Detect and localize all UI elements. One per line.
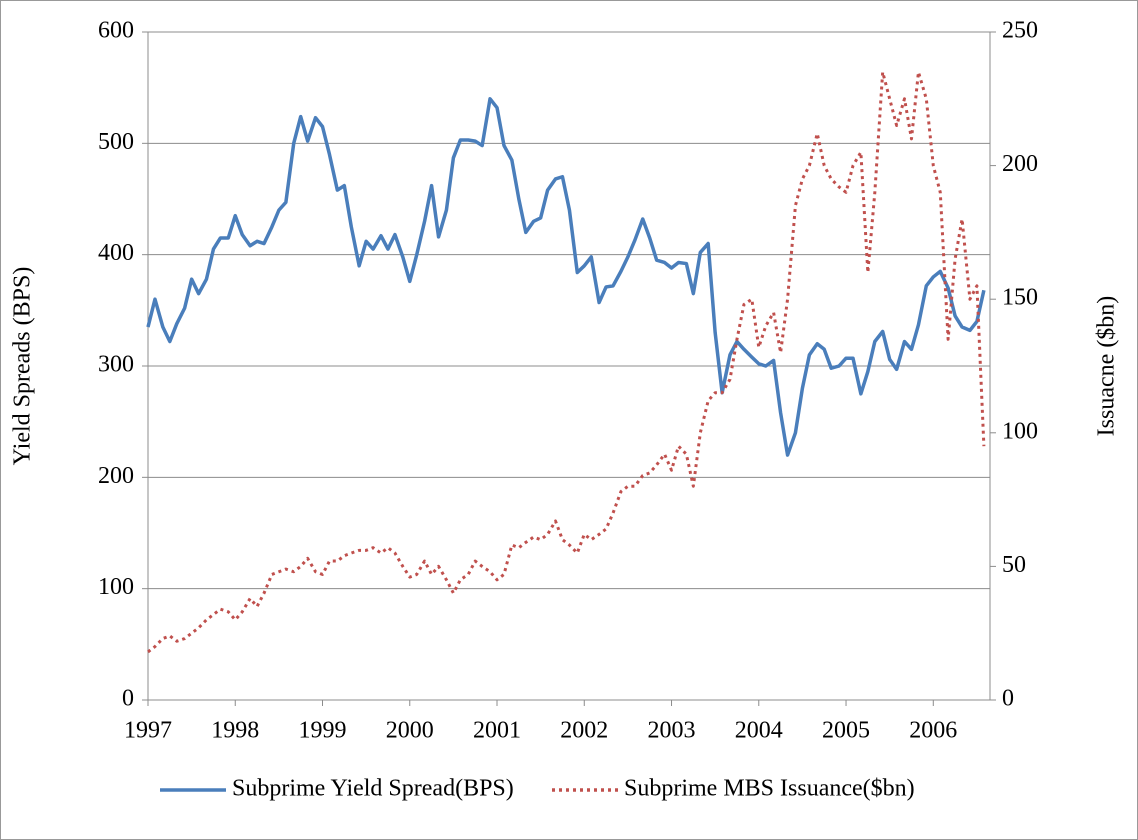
y2-tick-label: 150 [1002,285,1038,311]
legend-label: Subprime MBS Issuance($bn) [624,776,915,802]
x-tick-label: 2005 [822,718,870,744]
x-tick-label: 2006 [909,718,957,744]
x-tick-label: 2001 [473,718,521,744]
series-line [146,97,986,457]
y2-axis-label: Issuacne ($bn) [1094,296,1120,437]
series-line [147,70,986,654]
legend-label: Subprime Yield Spread(BPS) [232,776,514,802]
x-tick-label: 1998 [211,718,259,744]
y2-tick-label: 0 [1002,686,1014,712]
y-tick-label: 0 [122,686,134,712]
y-tick-label: 600 [98,18,134,44]
y-tick-label: 200 [98,463,134,489]
y-tick-label: 300 [98,352,134,378]
x-tick-label: 2002 [560,718,608,744]
y-tick-label: 100 [98,574,134,600]
x-tick-label: 1999 [299,718,347,744]
y2-tick-label: 50 [1002,552,1026,578]
y2-tick-label: 100 [1002,418,1038,444]
x-tick-label: 2003 [648,718,696,744]
x-tick-label: 1997 [124,718,172,744]
y-tick-label: 500 [98,129,134,155]
y-axis-label: Yield Spreads (BPS) [10,267,36,466]
x-tick-label: 2004 [735,718,783,744]
y2-tick-label: 250 [1002,18,1038,44]
y2-tick-label: 200 [1002,151,1038,177]
y-tick-label: 400 [98,240,134,266]
x-tick-label: 2000 [386,718,434,744]
